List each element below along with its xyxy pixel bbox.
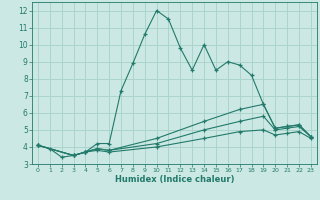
X-axis label: Humidex (Indice chaleur): Humidex (Indice chaleur)	[115, 175, 234, 184]
